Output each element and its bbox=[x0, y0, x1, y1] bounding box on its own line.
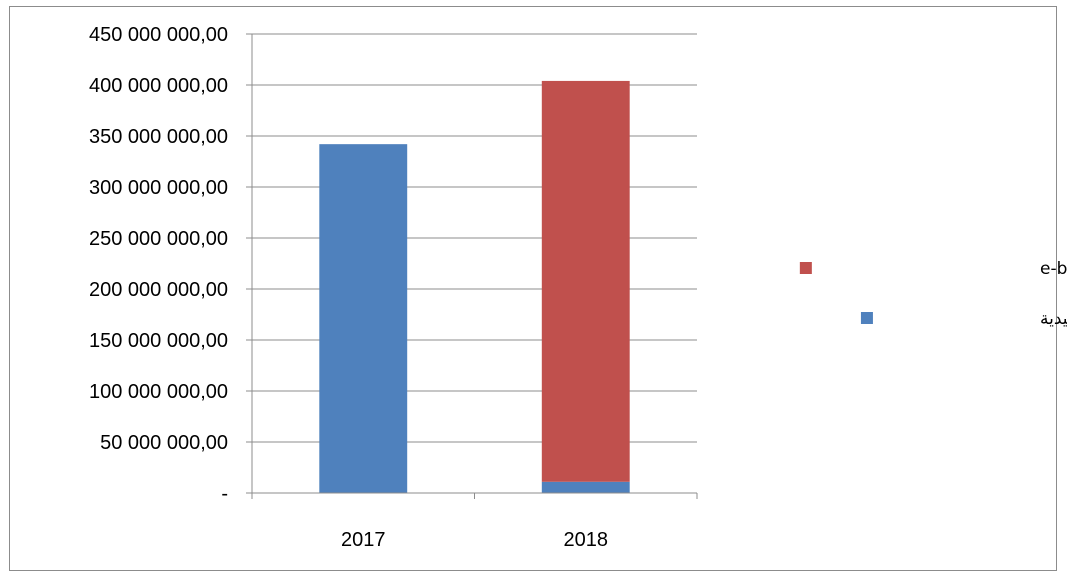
x-tick-labels: 2017 2018 bbox=[341, 529, 608, 551]
bar bbox=[541, 80, 630, 482]
legend-swatch bbox=[860, 312, 873, 324]
x-tick-label: 2017 bbox=[341, 529, 386, 551]
y-tick-label: 450 000 000,00 bbox=[89, 24, 228, 46]
legend-label: تسديد بالطرق التقليدية bbox=[1040, 309, 1067, 329]
x-tick-label: 2018 bbox=[564, 529, 609, 551]
y-tick-label: 250 000 000,00 bbox=[89, 228, 228, 250]
y-tick-label: 100 000 000,00 bbox=[89, 381, 228, 403]
bars bbox=[319, 80, 630, 493]
bar bbox=[319, 144, 408, 493]
y-tick-label: 400 000 000,00 bbox=[89, 75, 228, 97]
y-tick-label: - bbox=[221, 483, 228, 505]
y-tick-label: 350 000 000,00 bbox=[89, 126, 228, 148]
y-tick-label: 150 000 000,00 bbox=[89, 330, 228, 352]
y-tick-label: 200 000 000,00 bbox=[89, 279, 228, 301]
legend: تسديد عبر الانترنت e-banking تسديد بالطرق… bbox=[799, 259, 1067, 329]
y-tick-labels: - 50 000 000,00 100 000 000,00 150 000 000,… bbox=[89, 24, 228, 505]
y-tick-label: 50 000 000,00 bbox=[100, 432, 228, 454]
legend-swatch bbox=[799, 262, 812, 274]
axes bbox=[246, 33, 698, 499]
bar bbox=[541, 481, 630, 493]
grid-lines bbox=[252, 33, 697, 443]
y-tick-label: 300 000 000,00 bbox=[89, 177, 228, 199]
legend-label: تسديد عبر الانترنت e-banking bbox=[1040, 259, 1067, 279]
